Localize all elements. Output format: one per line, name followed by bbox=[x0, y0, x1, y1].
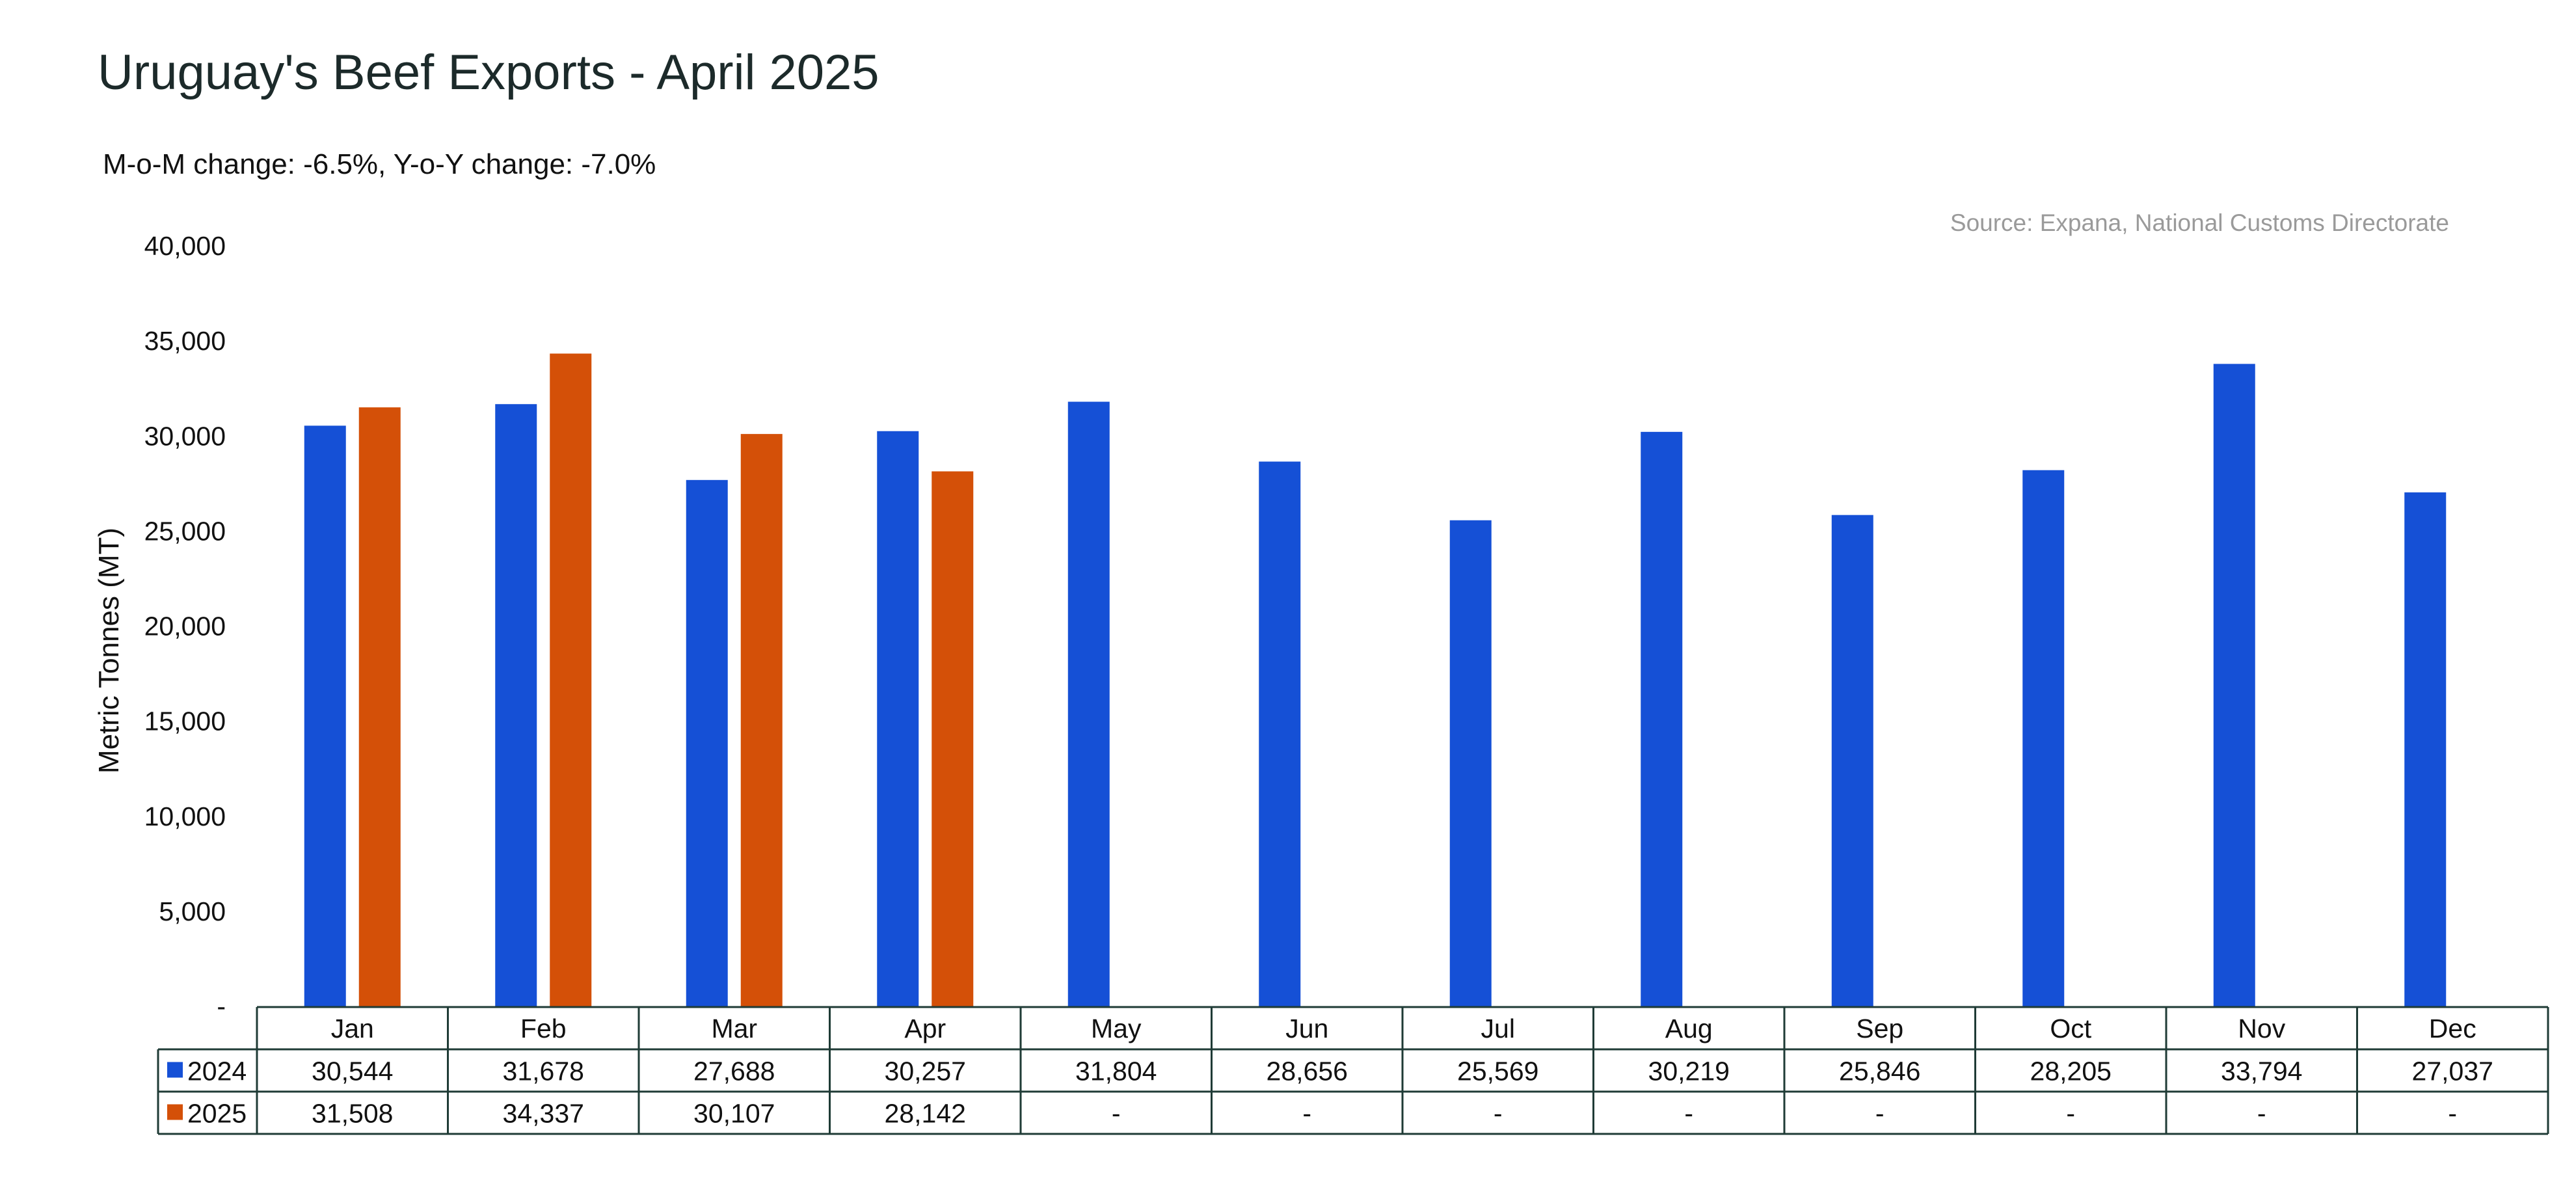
bar-2024-jun bbox=[1259, 461, 1301, 1006]
bar-2024-aug bbox=[1641, 431, 1683, 1006]
x-tick-label: Apr bbox=[904, 1014, 946, 1043]
bar-2025-mar bbox=[740, 434, 783, 1006]
data-label-2024-jun: 28,656 bbox=[1267, 1056, 1348, 1086]
bars bbox=[304, 353, 2447, 1006]
y-axis-label: Metric Tonnes (MT) bbox=[93, 528, 125, 773]
data-label-2025-oct: - bbox=[2066, 1099, 2075, 1129]
y-tick-label: 30,000 bbox=[144, 421, 226, 451]
data-label-2024-jan: 30,544 bbox=[312, 1056, 393, 1086]
data-label-2025-jun: - bbox=[1302, 1099, 1311, 1129]
data-label-2024-may: 31,804 bbox=[1075, 1056, 1157, 1086]
data-label-2025-dec: - bbox=[2448, 1099, 2457, 1129]
data-label-2025-nov: - bbox=[2257, 1099, 2266, 1129]
data-label-2025-feb: 34,337 bbox=[503, 1099, 584, 1129]
data-label-2024-sep: 25,846 bbox=[1839, 1056, 1920, 1086]
legend-swatch-2024 bbox=[167, 1062, 183, 1078]
data-label-2024-nov: 33,794 bbox=[2221, 1056, 2302, 1086]
x-tick-label: Dec bbox=[2429, 1014, 2476, 1043]
data-label-2024-jul: 25,569 bbox=[1457, 1056, 1538, 1086]
data-label-2024-feb: 31,678 bbox=[503, 1056, 584, 1086]
x-tick-label: Aug bbox=[1665, 1014, 1713, 1043]
bar-2025-feb bbox=[550, 353, 592, 1006]
bar-2024-feb bbox=[495, 404, 537, 1006]
bar-2024-mar bbox=[686, 479, 728, 1006]
legend-label-2025: 2025 bbox=[187, 1099, 247, 1129]
bar-2024-nov bbox=[2213, 364, 2255, 1006]
bar-2024-oct bbox=[2022, 470, 2065, 1006]
x-tick-label: Mar bbox=[711, 1014, 757, 1043]
y-tick-label: 25,000 bbox=[144, 516, 226, 546]
bar-2024-jan bbox=[304, 425, 346, 1006]
data-table: Jan Feb Mar Apr May Jun Jul Aug Sep Oct Nov Dec 2024… bbox=[157, 1006, 2549, 1135]
legend-swatch-2025 bbox=[167, 1104, 183, 1120]
data-label-2024-oct: 28,205 bbox=[2030, 1056, 2112, 1086]
y-tick-label: 20,000 bbox=[144, 612, 226, 641]
data-label-2025-mar: 30,107 bbox=[693, 1099, 775, 1129]
y-tick-label: 35,000 bbox=[144, 326, 226, 356]
data-label-2025-sep: - bbox=[1875, 1099, 1885, 1129]
data-label-2024-dec: 27,037 bbox=[2412, 1056, 2493, 1086]
y-tick-label: 10,000 bbox=[144, 801, 226, 831]
x-tick-label: Oct bbox=[2050, 1014, 2091, 1043]
bar-2024-dec bbox=[2404, 492, 2447, 1006]
data-label-2025-apr: 28,142 bbox=[885, 1099, 966, 1129]
bar-2024-may bbox=[1067, 401, 1110, 1006]
y-tick-label: 5,000 bbox=[159, 896, 226, 926]
bar-2025-jan bbox=[358, 407, 401, 1006]
source-note: Source: Expana, National Customs Directo… bbox=[1950, 209, 2449, 236]
data-label-2025-may: - bbox=[1112, 1099, 1121, 1129]
y-tick-label: 40,000 bbox=[144, 231, 226, 261]
x-tick-label: Sep bbox=[1856, 1014, 1903, 1043]
x-tick-label: Jul bbox=[1481, 1014, 1515, 1043]
y-axis: - 5,000 10,000 15,000 20,000 25,000 30,000 35,0… bbox=[144, 231, 226, 1021]
bar-2024-apr bbox=[877, 431, 919, 1006]
data-label-2025-jul: - bbox=[1494, 1099, 1503, 1129]
x-tick-label: Jun bbox=[1285, 1014, 1328, 1043]
chart-subtitle: M-o-M change: -6.5%, Y-o-Y change: -7.0% bbox=[103, 148, 656, 180]
bar-2024-sep bbox=[1831, 515, 1873, 1006]
data-label-2024-apr: 30,257 bbox=[885, 1056, 966, 1086]
data-label-2024-aug: 30,219 bbox=[1648, 1056, 1730, 1086]
bar-2025-apr bbox=[932, 471, 974, 1006]
y-tick-label: 15,000 bbox=[144, 706, 226, 736]
x-tick-label: Nov bbox=[2238, 1014, 2285, 1043]
data-label-2024-mar: 27,688 bbox=[693, 1056, 775, 1086]
legend-label-2024: 2024 bbox=[187, 1056, 247, 1086]
x-tick-label: May bbox=[1091, 1014, 1142, 1043]
data-label-2025-jan: 31,508 bbox=[312, 1099, 393, 1129]
x-tick-label: Feb bbox=[520, 1014, 567, 1043]
chart-title: Uruguay's Beef Exports - April 2025 bbox=[98, 45, 879, 100]
bar-2024-jul bbox=[1449, 520, 1492, 1006]
y-tick-label: - bbox=[217, 991, 226, 1021]
data-label-2025-aug: - bbox=[1684, 1099, 1693, 1129]
x-tick-label: Jan bbox=[331, 1014, 374, 1043]
